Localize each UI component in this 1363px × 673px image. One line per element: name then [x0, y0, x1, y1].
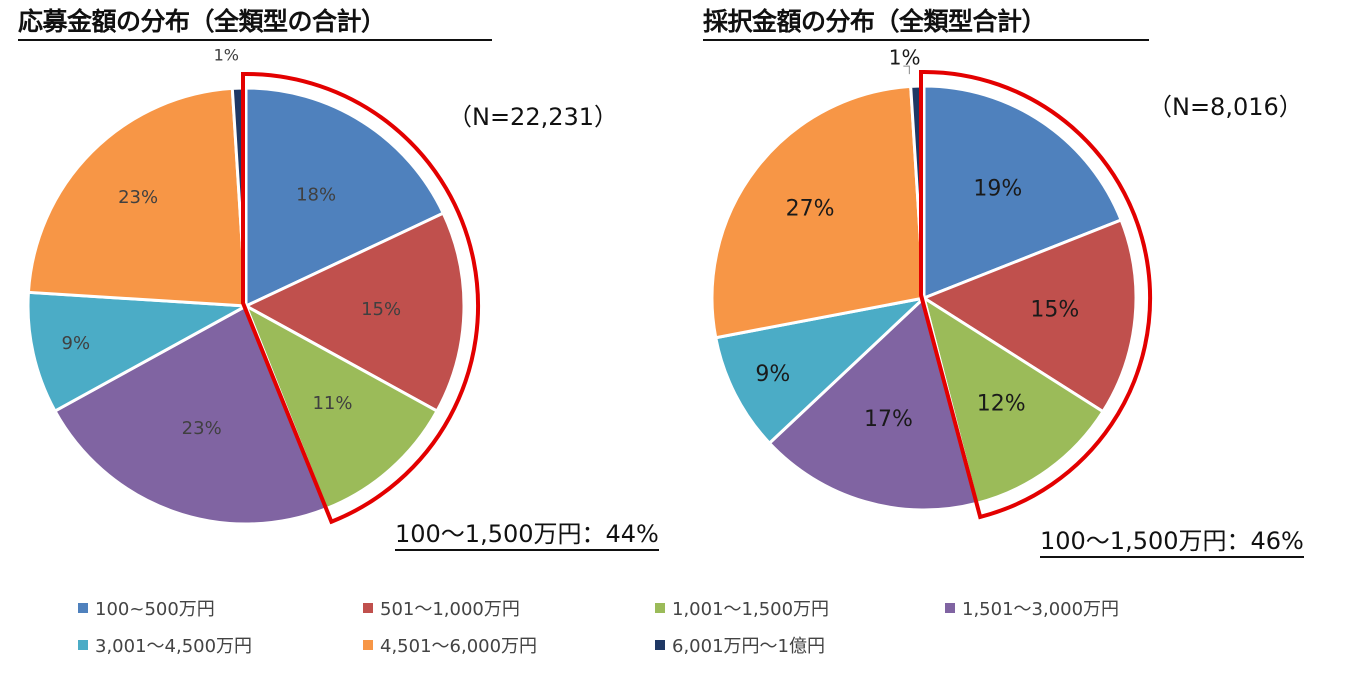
- sample-size-adoption: （N=8,016）: [1148, 93, 1303, 121]
- slice-label: 11%: [312, 393, 352, 414]
- pie-slice: [710, 84, 926, 340]
- legend-item-4501-6000: 4,501〜6,000万円: [363, 632, 537, 658]
- pie-slice: [920, 218, 1138, 414]
- leader-line: [903, 65, 910, 75]
- legend-label: 4,501〜6,000万円: [380, 636, 538, 657]
- legend-item-3001-4500: 3,001〜4,500万円: [78, 632, 252, 658]
- legend-swatch: [78, 603, 88, 613]
- slice-label: 27%: [786, 197, 835, 222]
- slice-label: 9%: [755, 362, 790, 387]
- highlight-summary-adoption: 100〜1,500万円：46%: [1040, 521, 1304, 558]
- legend-label: 3,001〜4,500万円: [95, 636, 253, 657]
- pie-slice: [52, 303, 329, 526]
- legend-swatch: [363, 603, 373, 613]
- legend-label: 1,001〜1,500万円: [672, 599, 830, 620]
- pie-slice: [922, 84, 1124, 301]
- slice-label: 15%: [1030, 297, 1079, 322]
- legend-item-1501-3000: 1,501〜3,000万円: [945, 595, 1119, 621]
- pie-slice: [26, 290, 252, 414]
- highlight-outline: [241, 71, 481, 525]
- pie-slice: [244, 86, 446, 309]
- legend-label: 1,501〜3,000万円: [962, 599, 1120, 620]
- legend-swatch: [945, 603, 955, 613]
- slice-label: 19%: [973, 176, 1022, 201]
- slice-label: 23%: [118, 187, 158, 208]
- highlight-summary-application: 100〜1,500万円：44%: [395, 514, 659, 551]
- pie-chart-1: 19% 15% 12% 17% 9% 27% 1%: [710, 45, 1153, 520]
- legend-item-501-1000: 501〜1,000万円: [363, 595, 520, 621]
- legend-swatch: [655, 603, 665, 613]
- pie-chart-0: 18% 15% 11% 23% 9% 23% 1%: [26, 45, 481, 526]
- legend-item-1001-1500: 1,001〜1,500万円: [655, 595, 829, 621]
- legend-label: 100~500万円: [95, 599, 215, 620]
- pie-slice: [921, 294, 1106, 506]
- pie-slice: [767, 295, 979, 512]
- legend-item-6001-10000: 6,001万円〜1億円: [655, 632, 825, 658]
- pie-charts: 18% 15% 11% 23% 9% 23% 1% 19% 15% 12% 17% 9% 27% 1%: [26, 45, 1153, 526]
- chart-title-application: 応募金額の分布（全類型の合計）: [18, 2, 492, 41]
- pie-slice: [26, 86, 248, 308]
- slice-label: 9%: [62, 333, 91, 354]
- legend-swatch: [78, 640, 88, 650]
- legend-label: 6,001万円〜1億円: [672, 636, 825, 657]
- legend-swatch: [363, 640, 373, 650]
- chart-legend: 100~500万円 501〜1,000万円 1,001〜1,500万円 1,50…: [0, 590, 1363, 670]
- pie-slice: [242, 211, 466, 414]
- slice-label: 17%: [864, 407, 913, 432]
- legend-swatch: [655, 640, 665, 650]
- slice-label: 1%: [214, 45, 239, 64]
- pie-slice: [714, 295, 929, 446]
- slice-label: 12%: [977, 391, 1026, 416]
- slice-label: 15%: [361, 299, 401, 320]
- sample-size-application: （N=22,231）: [448, 103, 619, 131]
- chart-title-adoption: 採択金額の分布（全類型合計）: [703, 2, 1149, 41]
- slice-label: 1%: [889, 45, 921, 69]
- legend-label: 501〜1,000万円: [380, 599, 520, 620]
- slice-label: 23%: [182, 418, 222, 439]
- pie-slice: [243, 302, 440, 511]
- slice-label: 18%: [296, 185, 336, 206]
- legend-item-100-500: 100~500万円: [78, 595, 215, 621]
- highlight-outline: [919, 69, 1153, 520]
